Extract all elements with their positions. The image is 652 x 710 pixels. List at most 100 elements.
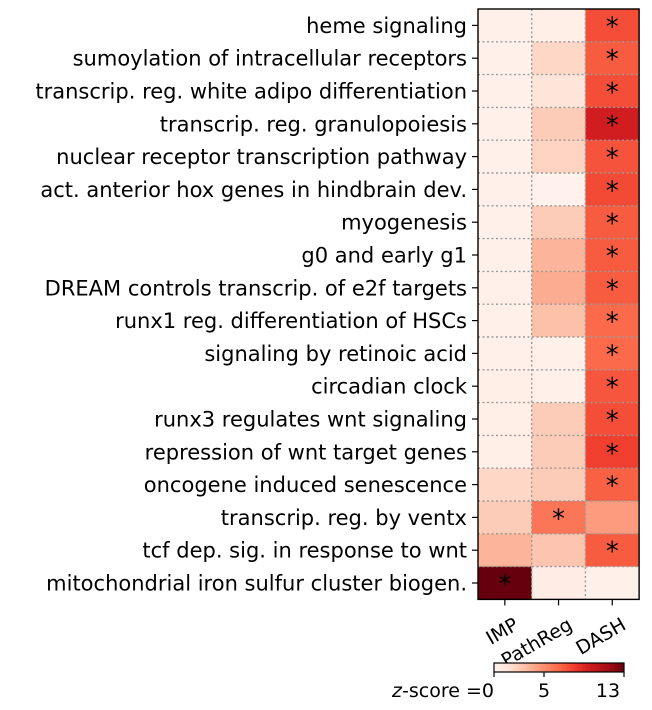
colorbar-label: z-score =0 <box>391 680 494 702</box>
heatmap-cell <box>478 238 533 272</box>
heatmap-cell <box>531 238 586 272</box>
heatmap-cell <box>585 533 640 568</box>
significance-star: * <box>606 176 619 206</box>
row-label: nuclear receptor transcription pathway <box>56 145 467 169</box>
heatmap-cell <box>531 9 586 43</box>
heatmap-cell <box>531 369 586 404</box>
significance-star: * <box>606 111 619 141</box>
heatmap-cell <box>585 238 640 272</box>
colorbar-tick-label: 5 <box>538 680 550 702</box>
heatmap-cell <box>531 107 586 141</box>
row-label: oncogene induced senescence <box>144 473 467 497</box>
significance-star: * <box>606 209 619 239</box>
heatmap-cell <box>478 402 533 436</box>
row-label: DREAM controls transcrip. of e2f targets <box>45 276 467 300</box>
row-label: mitochondrial iron sulfur cluster biogen… <box>46 572 467 596</box>
heatmap-cell <box>478 74 533 108</box>
heatmap-cell <box>531 304 586 338</box>
heatmap-cell <box>531 435 586 469</box>
row-label: repression of wnt target genes <box>145 440 467 464</box>
significance-star: * <box>606 406 619 436</box>
row-label: myogenesis <box>341 211 467 235</box>
heatmap-cell <box>531 468 586 502</box>
heatmap-cell <box>585 41 640 76</box>
heatmap-cell <box>478 435 533 469</box>
heatmap-cell <box>585 9 640 43</box>
colorbar-gradient <box>493 662 625 673</box>
heatmap-cell <box>531 501 586 535</box>
row-label: transcrip. reg. by ventx <box>221 506 467 530</box>
row-labels: heme signaling sumoylation of intracellul… <box>35 14 478 596</box>
heatmap-cell <box>478 566 533 600</box>
row-label: sumoylation of intracellular receptors <box>73 47 467 71</box>
significance-star: * <box>606 439 619 469</box>
heatmap-cell <box>478 205 533 240</box>
row-label: g0 and early g1 <box>301 244 467 268</box>
row-label: runx1 reg. differentiation of HSCs <box>115 309 467 333</box>
heatmap-cell <box>478 9 533 43</box>
significance-star: * <box>606 340 619 370</box>
heatmap-cell <box>478 337 533 371</box>
row-label: runx3 regulates wnt signaling <box>154 408 467 432</box>
significance-star: * <box>606 537 619 567</box>
heatmap-cell <box>531 566 586 600</box>
heatmap-cell <box>531 205 586 240</box>
heatmap-cell <box>531 41 586 76</box>
significance-markers: ****************** <box>498 12 618 600</box>
heatmap-cell <box>585 304 640 338</box>
significance-star: * <box>606 373 619 403</box>
heatmap-cell <box>478 501 533 535</box>
heatmap-cells <box>478 9 640 600</box>
heatmap-cell <box>478 173 533 207</box>
heatmap-cell <box>585 468 640 502</box>
colorbar-tick-label: 13 <box>596 680 620 702</box>
column-label: DASH <box>572 614 629 660</box>
significance-star: * <box>606 45 619 75</box>
heatmap-cell <box>531 402 586 436</box>
heatmap-cell <box>478 533 533 568</box>
heatmap-cell <box>478 271 533 305</box>
heatmap-cell <box>585 435 640 469</box>
significance-star: * <box>606 242 619 272</box>
heatmap-cell <box>585 107 640 141</box>
heatmap-cell <box>585 566 640 600</box>
colorbar: 5 13 z-score =0 <box>391 662 625 702</box>
heatmap-cell <box>531 533 586 568</box>
heatmap-cell <box>585 74 640 108</box>
heatmap-cell <box>585 140 640 174</box>
significance-star: * <box>498 570 511 600</box>
significance-star: * <box>552 504 565 534</box>
heatmap-cell <box>531 271 586 305</box>
heatmap-cell <box>585 501 640 535</box>
significance-star: * <box>606 144 619 174</box>
significance-star: * <box>606 472 619 502</box>
row-label: circadian clock <box>311 375 468 399</box>
heatmap-cell <box>478 140 533 174</box>
heatmap-cell <box>531 140 586 174</box>
heatmap-cell <box>585 337 640 371</box>
heatmap-cell <box>585 205 640 240</box>
row-label: tcf dep. sig. in response to wnt <box>142 539 467 563</box>
row-label: act. anterior hox genes in hindbrain dev… <box>40 178 467 202</box>
heatmap-cell <box>585 369 640 404</box>
significance-star: * <box>606 275 619 305</box>
significance-star: * <box>606 78 619 108</box>
heatmap-cell <box>478 369 533 404</box>
row-label: heme signaling <box>306 14 467 38</box>
heatmap-cell <box>585 271 640 305</box>
heatmap-cell <box>531 74 586 108</box>
heatmap-cell <box>531 173 586 207</box>
heatmap-cell <box>585 402 640 436</box>
row-label: transcrip. reg. white adipo differentiat… <box>35 80 467 104</box>
significance-star: * <box>606 308 619 338</box>
row-label: transcrip. reg. granulopoiesis <box>160 112 467 136</box>
heatmap-cell <box>478 468 533 502</box>
heatmap-cell <box>531 337 586 371</box>
row-label: signaling by retinoic acid <box>204 342 467 366</box>
heatmap-cell <box>478 304 533 338</box>
heatmap-cell <box>478 107 533 141</box>
heatmap-cell <box>585 173 640 207</box>
heatmap-cell <box>478 41 533 76</box>
